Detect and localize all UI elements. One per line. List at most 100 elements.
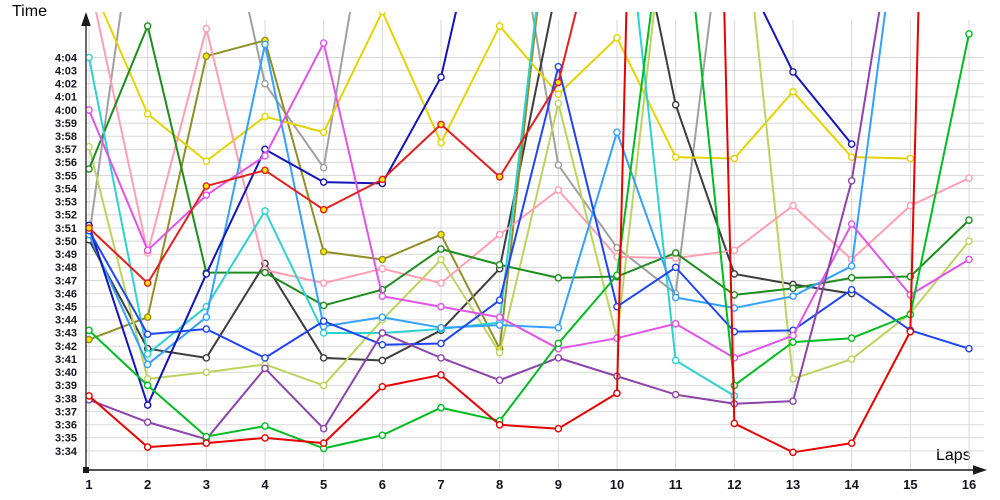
x-tick-label: 4: [261, 477, 269, 492]
series-yellow: [102, 12, 915, 165]
data-point-cyan: [319, 329, 328, 337]
data-point-magenta: [319, 39, 328, 47]
data-point-pink: [202, 24, 211, 33]
data-point-sky-blue: [671, 293, 680, 302]
data-point-red: [378, 382, 387, 391]
data-point-yellow: [613, 34, 621, 42]
origin-square: [83, 467, 89, 473]
series-yellow-green: [86, 12, 973, 390]
y-tick-label: 3:52: [55, 210, 77, 222]
data-point-magenta: [437, 302, 445, 311]
data-point-sky-blue: [261, 40, 269, 49]
data-point-cyan: [86, 53, 93, 62]
y-tick-label: 3:57: [55, 144, 77, 156]
data-point-black: [730, 270, 739, 278]
x-tick-label: 7: [437, 477, 444, 492]
data-point-red: [495, 420, 504, 429]
data-point-royal-blue: [261, 354, 269, 362]
series-red-upper: [86, 12, 577, 287]
x-tick-label: 11: [669, 477, 683, 492]
data-point-yellow-green: [789, 375, 797, 383]
y-tick-label: 3:42: [55, 341, 77, 353]
data-point-navy: [143, 401, 152, 409]
data-point-yellow: [319, 128, 328, 137]
series-purple: [86, 12, 881, 443]
data-point-magenta: [671, 319, 680, 328]
data-point-purple: [378, 329, 387, 337]
series-cyan: [86, 12, 739, 400]
y-tick-label: 3:49: [55, 249, 77, 261]
data-point-dark-green: [671, 249, 680, 257]
y-tick-label: 3:38: [55, 393, 77, 405]
y-tick-label: 3:47: [55, 275, 77, 287]
data-point-magenta: [86, 106, 93, 114]
series-black: [86, 12, 856, 365]
data-point-green: [143, 381, 152, 390]
data-point-purple: [847, 176, 856, 185]
data-point-royal-blue: [495, 296, 504, 304]
data-point-yellow: [143, 110, 152, 118]
data-point-red-upper: [86, 224, 93, 232]
data-point-pink: [495, 230, 504, 239]
data-point-navy: [847, 140, 856, 148]
data-point-royal-blue: [671, 263, 680, 272]
data-point-royal-blue: [554, 62, 563, 71]
x-tick-label: 2: [144, 477, 151, 492]
y-tick-label: 3:40: [55, 367, 77, 379]
series-sky-blue: [86, 12, 887, 369]
data-point-gray: [261, 79, 269, 88]
series-line-red-upper: [88, 12, 577, 285]
series-area: [86, 12, 973, 457]
data-point-khaki: [319, 247, 328, 256]
data-point-red: [906, 327, 915, 336]
data-point-sky-blue: [437, 323, 445, 332]
x-tick-label: 14: [844, 477, 859, 492]
data-point-red: [789, 448, 797, 457]
data-point-sky-blue: [789, 292, 797, 301]
y-tick-label: 3:34: [55, 446, 78, 458]
data-point-yellow: [671, 153, 680, 161]
series-line-magenta: [88, 42, 970, 359]
data-point-green: [202, 432, 211, 441]
data-point-dark-green: [437, 245, 445, 253]
data-point-navy: [202, 270, 211, 278]
series-line-yellow-green: [88, 12, 970, 387]
data-point-magenta: [202, 191, 211, 200]
y-axis-title: Time: [12, 3, 47, 20]
data-point-purple: [789, 397, 797, 405]
data-point-pink: [965, 174, 973, 182]
data-point-red: [143, 443, 152, 451]
data-point-yellow-green: [965, 237, 973, 245]
data-point-yellow-green: [143, 375, 152, 383]
data-point-royal-blue: [965, 344, 973, 353]
y-tick-label: 3:45: [55, 302, 77, 314]
y-tick-label: 3:41: [55, 354, 77, 366]
data-point-sky-blue: [143, 360, 152, 369]
y-tick-label: 3:36: [55, 420, 77, 432]
data-point-dark-green: [319, 301, 328, 310]
data-point-red-upper: [378, 175, 387, 184]
data-point-purple: [143, 418, 152, 426]
series-line-red: [88, 12, 920, 454]
x-tick-label: 6: [379, 477, 386, 492]
data-point-red: [261, 434, 269, 442]
data-point-dark-green: [847, 274, 856, 282]
data-point-yellow: [261, 112, 269, 121]
data-point-yellow: [378, 12, 387, 16]
y-axis-arrow-icon: [81, 12, 91, 26]
data-point-royal-blue: [143, 330, 152, 339]
y-tick-label: 3:43: [55, 328, 77, 340]
x-tick-label: 3: [203, 477, 210, 492]
data-point-red: [554, 424, 563, 433]
data-point-red: [437, 371, 445, 379]
data-point-khaki: [437, 230, 445, 239]
data-point-royal-blue: [378, 340, 387, 349]
data-point-red: [202, 439, 211, 447]
series-line-dark-green: [88, 25, 970, 307]
data-point-yellow-green: [554, 99, 563, 108]
data-point-green: [261, 422, 269, 430]
data-point-royal-blue: [437, 339, 445, 348]
data-point-green: [965, 30, 973, 38]
data-point-sky-blue: [554, 323, 563, 332]
